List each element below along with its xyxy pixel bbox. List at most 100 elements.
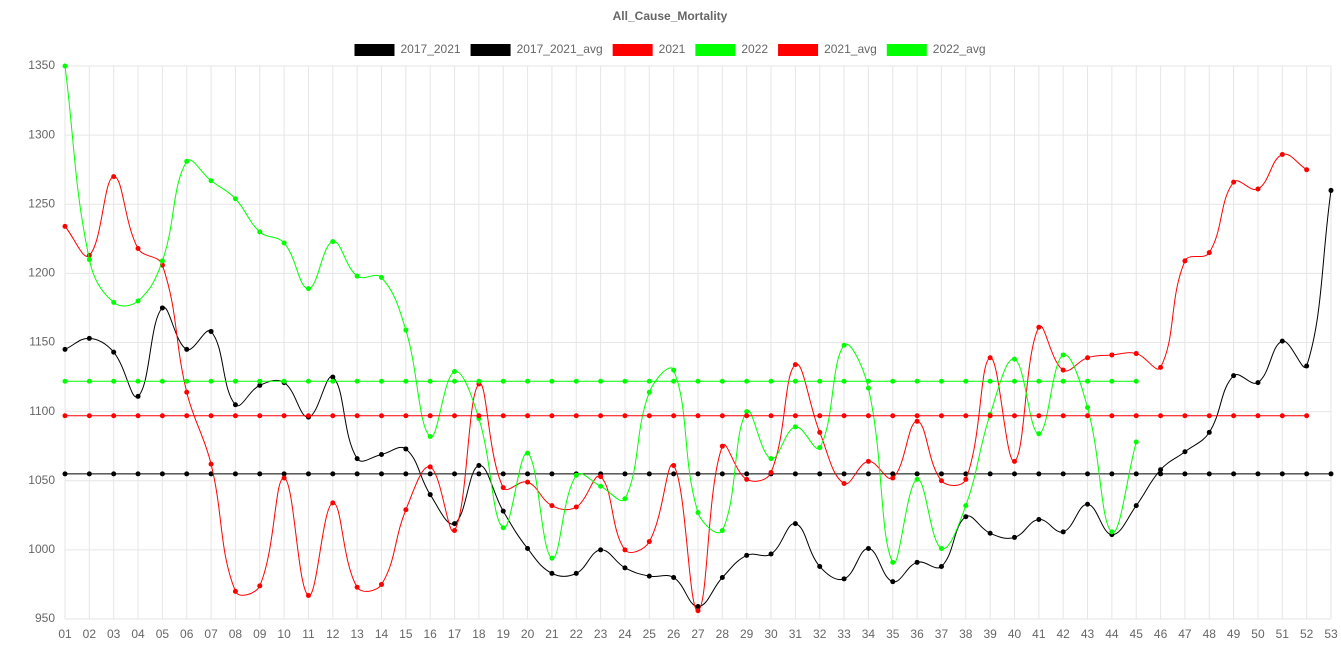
x-tick-label: 22 — [570, 627, 584, 641]
x-tick-label: 40 — [1008, 627, 1022, 641]
point — [1109, 471, 1115, 477]
x-tick-label: 23 — [594, 627, 608, 641]
point — [1279, 151, 1285, 157]
point — [646, 378, 652, 384]
x-tick-label: 52 — [1300, 627, 1314, 641]
x-tick-label: 07 — [204, 627, 218, 641]
x-tick-label: 48 — [1203, 627, 1217, 641]
x-tick-label: 36 — [910, 627, 924, 641]
point — [208, 178, 214, 184]
point — [159, 378, 165, 384]
point — [1328, 471, 1334, 477]
legend-swatch — [470, 44, 511, 56]
point — [111, 378, 117, 384]
point — [695, 604, 701, 610]
legend-swatch — [695, 44, 736, 56]
point — [792, 521, 798, 527]
point — [1158, 467, 1164, 473]
point — [573, 413, 579, 419]
point — [159, 305, 165, 311]
x-tick-label: 30 — [764, 627, 778, 641]
point — [86, 378, 92, 384]
point — [1085, 404, 1091, 410]
legend-label: 2021_avg — [824, 42, 877, 56]
point — [792, 378, 798, 384]
x-tick-label: 26 — [667, 627, 681, 641]
point — [184, 413, 190, 419]
point — [281, 378, 287, 384]
point — [452, 471, 458, 477]
x-tick-label: 21 — [545, 627, 559, 641]
point — [184, 389, 190, 395]
legend-swatch — [354, 44, 395, 56]
x-tick-label: 33 — [837, 627, 851, 641]
point — [232, 471, 238, 477]
point — [744, 378, 750, 384]
point — [1206, 413, 1212, 419]
point — [817, 413, 823, 419]
point — [500, 378, 506, 384]
y-tick-label: 950 — [35, 611, 55, 625]
x-tick-label: 31 — [789, 627, 803, 641]
point — [890, 471, 896, 477]
point — [330, 471, 336, 477]
point — [208, 413, 214, 419]
point — [476, 378, 482, 384]
point — [622, 496, 628, 502]
point — [305, 471, 311, 477]
point — [257, 471, 263, 477]
point — [330, 239, 336, 245]
point — [452, 413, 458, 419]
x-tick-label: 29 — [740, 627, 754, 641]
point — [671, 378, 677, 384]
point — [208, 378, 214, 384]
point — [671, 471, 677, 477]
point — [865, 545, 871, 551]
point — [671, 413, 677, 419]
point — [671, 575, 677, 581]
point — [622, 413, 628, 419]
point — [1085, 471, 1091, 477]
point — [379, 413, 384, 419]
point — [817, 445, 823, 451]
point — [62, 471, 68, 477]
point — [695, 378, 701, 384]
point — [1133, 351, 1139, 357]
y-tick-label: 1050 — [28, 473, 55, 487]
point — [719, 378, 725, 384]
point — [257, 583, 263, 589]
point — [1133, 439, 1139, 445]
point — [1279, 338, 1285, 344]
y-tick-label: 1000 — [28, 542, 55, 556]
point — [549, 503, 555, 509]
point — [768, 378, 774, 384]
x-tick-label: 53 — [1324, 627, 1338, 641]
point — [1109, 378, 1115, 384]
point — [500, 508, 506, 514]
point — [695, 413, 701, 419]
x-tick-label: 10 — [277, 627, 291, 641]
x-tick-label: 04 — [131, 627, 145, 641]
point — [817, 429, 823, 435]
point — [768, 551, 774, 557]
x-tick-label: 14 — [375, 627, 389, 641]
point — [525, 479, 531, 485]
point — [1231, 471, 1237, 477]
x-tick-label: 42 — [1057, 627, 1071, 641]
point — [135, 378, 141, 384]
point — [841, 342, 847, 348]
point — [305, 592, 311, 598]
point — [525, 471, 531, 477]
point — [500, 525, 506, 531]
point — [622, 547, 628, 553]
x-tick-label: 39 — [983, 627, 997, 641]
point — [1304, 167, 1310, 173]
point — [305, 286, 311, 292]
point — [646, 471, 652, 477]
point — [1133, 503, 1139, 509]
x-tick-label: 49 — [1227, 627, 1241, 641]
point — [1109, 413, 1115, 419]
point — [841, 576, 847, 582]
point — [1060, 413, 1066, 419]
